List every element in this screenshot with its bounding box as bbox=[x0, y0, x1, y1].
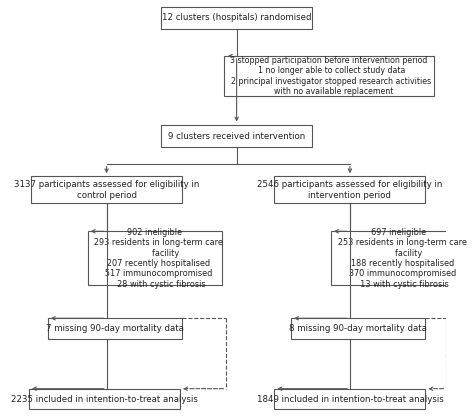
Text: 697 ineligible
   253 residents in long-term care
        facility
   188 recent: 697 ineligible 253 residents in long-ter… bbox=[330, 228, 466, 289]
FancyBboxPatch shape bbox=[88, 231, 222, 285]
FancyBboxPatch shape bbox=[161, 7, 312, 29]
Text: 3137 participants assessed for eligibility in
control period: 3137 participants assessed for eligibili… bbox=[14, 180, 199, 200]
Text: 7 missing 90-day mortality data: 7 missing 90-day mortality data bbox=[46, 324, 184, 333]
Text: 9 clusters received intervention: 9 clusters received intervention bbox=[168, 131, 305, 141]
Text: 3 stopped participation before intervention period
  1 no longer able to collect: 3 stopped participation before intervent… bbox=[227, 56, 431, 96]
Text: 12 clusters (hospitals) randomised: 12 clusters (hospitals) randomised bbox=[162, 13, 311, 23]
FancyBboxPatch shape bbox=[224, 56, 434, 95]
FancyBboxPatch shape bbox=[274, 389, 426, 409]
Text: 2235 included in intention-to-treat analysis: 2235 included in intention-to-treat anal… bbox=[11, 394, 198, 404]
Text: 1849 included in intention-to-treat analysis: 1849 included in intention-to-treat anal… bbox=[256, 394, 443, 404]
FancyBboxPatch shape bbox=[331, 231, 465, 285]
Text: 2546 participants assessed for eligibility in
intervention period: 2546 participants assessed for eligibili… bbox=[257, 180, 443, 200]
FancyBboxPatch shape bbox=[291, 318, 426, 339]
FancyBboxPatch shape bbox=[161, 125, 312, 147]
FancyBboxPatch shape bbox=[29, 389, 180, 409]
Text: 8 missing 90-day mortality data: 8 missing 90-day mortality data bbox=[289, 324, 427, 333]
Text: 902 ineligible
   293 residents in long-term care
        facility
   207 recent: 902 ineligible 293 residents in long-ter… bbox=[86, 228, 223, 289]
FancyBboxPatch shape bbox=[48, 318, 182, 339]
FancyBboxPatch shape bbox=[31, 176, 182, 203]
FancyBboxPatch shape bbox=[274, 176, 426, 203]
